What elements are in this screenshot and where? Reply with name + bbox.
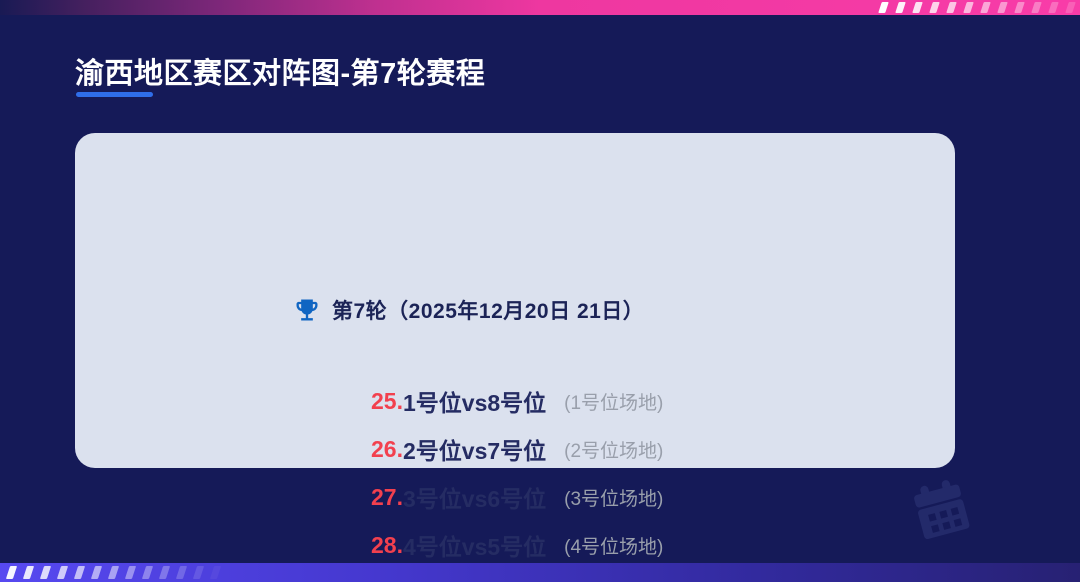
match-number: 27. (371, 483, 403, 510)
match-number: 26. (371, 435, 403, 462)
diagonal-stripes-top-right (878, 2, 1076, 13)
stripe (107, 566, 120, 579)
stripe (90, 566, 103, 579)
stripe (175, 566, 188, 579)
calendar-icon (906, 474, 975, 545)
match-row: 26. 2号位vs7号位 (2号位场地) (371, 425, 663, 473)
stripe (997, 2, 1008, 13)
stripe (895, 2, 906, 13)
match-row: 28. 4号位vs5号位 (4号位场地) (371, 521, 663, 569)
bottom-gradient-bar (0, 563, 1080, 582)
match-pairing: 1号位vs8号位 (402, 390, 547, 416)
stripe (929, 2, 940, 13)
schedule-card: 第7轮（2025年12月20日 21日） 25. 1号位vs8号位 (1号位场地)… (75, 133, 955, 560)
stripe (1065, 2, 1076, 13)
stripe (209, 566, 222, 579)
stripe (158, 566, 171, 579)
stripe (1048, 2, 1059, 13)
stripe (1031, 2, 1042, 13)
round-header: 第7轮（2025年12月20日 21日） (293, 295, 644, 325)
title-underline (76, 92, 153, 97)
trophy-icon (296, 299, 318, 321)
stripe (39, 566, 52, 579)
match-pairing: 2号位vs7号位 (402, 438, 547, 464)
stripe (5, 566, 18, 579)
match-pairing: 4号位vs5号位 (402, 534, 547, 560)
match-number: 28. (371, 531, 403, 558)
match-row: 27. 3号位vs6号位 (3号位场地) (371, 473, 663, 521)
stripe (124, 566, 137, 579)
stripe (912, 2, 923, 13)
stripe (141, 566, 154, 579)
top-gradient-bar (0, 0, 1080, 15)
stripe (22, 566, 35, 579)
match-row: 25. 1号位vs8号位 (1号位场地) (371, 377, 663, 425)
match-venue: (3号位场地) (564, 488, 664, 510)
stripe (73, 566, 86, 579)
match-list: 25. 1号位vs8号位 (1号位场地) 26. 2号位vs7号位 (2号位场地) … (371, 377, 663, 569)
stripe (946, 2, 957, 13)
match-venue: (4号位场地) (564, 536, 664, 558)
diagonal-stripes-bottom-left (5, 566, 222, 579)
stripe (878, 2, 889, 13)
page-title: 渝西地区赛区对阵图-第7轮赛程 (75, 58, 486, 90)
stripe (963, 2, 974, 13)
stripe (980, 2, 991, 13)
match-number: 25. (371, 387, 403, 414)
match-venue: (2号位场地) (564, 440, 664, 462)
stripe (56, 566, 69, 579)
stripe (192, 566, 205, 579)
match-pairing: 3号位vs6号位 (402, 486, 547, 512)
match-venue: (1号位场地) (564, 392, 664, 414)
round-label: 第7轮（2025年12月20日 21日） (332, 300, 645, 323)
stripe (1014, 2, 1025, 13)
